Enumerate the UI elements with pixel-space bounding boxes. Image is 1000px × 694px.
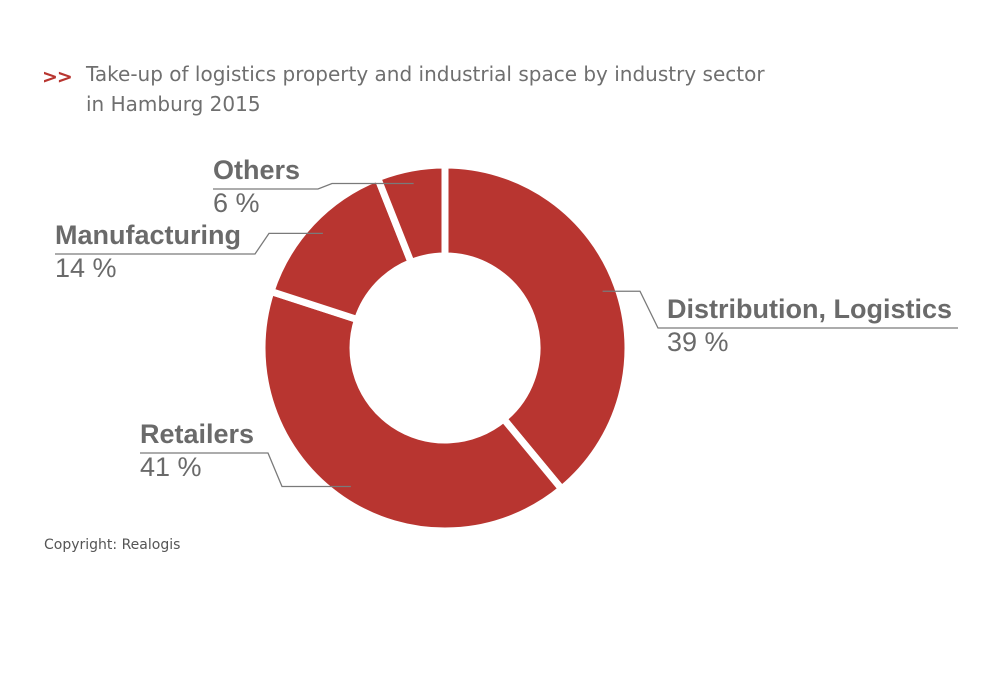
- copyright-note: Copyright: Realogis: [44, 537, 181, 553]
- leader-line: [213, 182, 414, 190]
- chart-title-line-1: Take-up of logistics property and indust…: [86, 62, 765, 86]
- slice-label-name: Retailers: [140, 419, 254, 449]
- slice-label-name: Distribution, Logistics: [667, 294, 952, 324]
- slice-label-value: 39 %: [667, 327, 729, 357]
- leader-line: [602, 290, 958, 329]
- title-marker: >>: [42, 66, 73, 88]
- slice-label-name: Manufacturing: [55, 220, 241, 250]
- slice-label-value: 41 %: [140, 452, 202, 482]
- chart-title-line-2: in Hamburg 2015: [86, 92, 261, 116]
- slice-label-value: 6 %: [213, 188, 260, 218]
- leader-line: [140, 452, 351, 488]
- slice-distribution-logistics: [441, 161, 632, 494]
- slice-label-value: 14 %: [55, 253, 117, 283]
- slice-retailers: [258, 287, 567, 535]
- leader-line: [55, 232, 323, 255]
- donut-slices: [258, 161, 632, 535]
- slice-others: [373, 161, 449, 268]
- slice-label-name: Others: [213, 155, 300, 185]
